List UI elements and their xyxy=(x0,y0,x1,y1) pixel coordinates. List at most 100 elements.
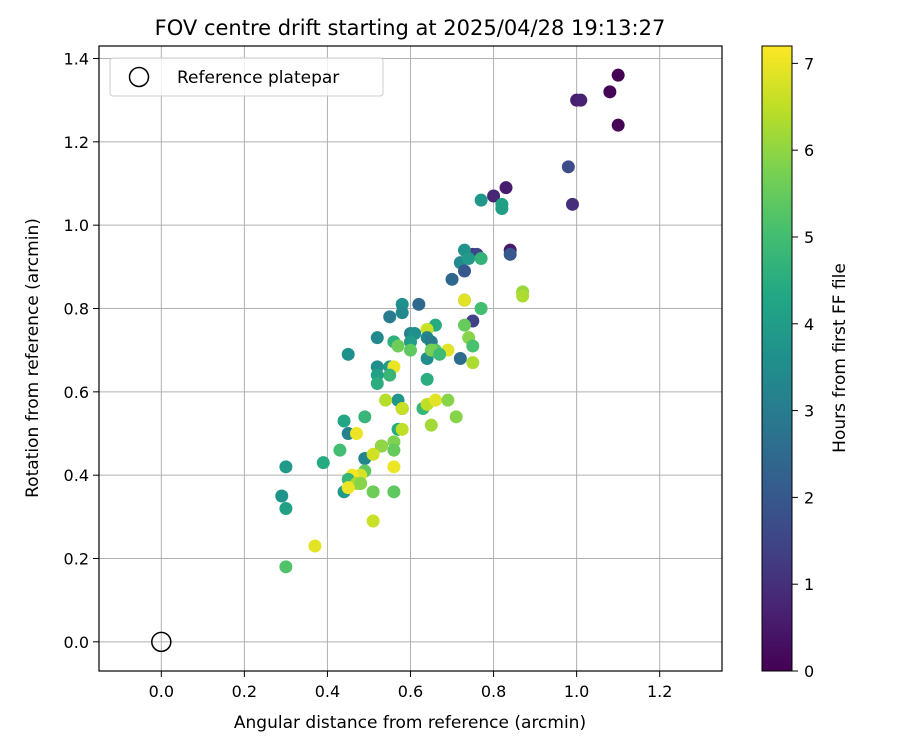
data-point xyxy=(611,68,625,82)
data-point xyxy=(379,393,393,407)
x-tick-label: 0.0 xyxy=(149,682,174,701)
x-tick-label: 1.0 xyxy=(564,682,589,701)
data-point xyxy=(499,181,513,195)
x-tick-label: 1.2 xyxy=(647,682,672,701)
data-point xyxy=(308,539,322,553)
data-point xyxy=(503,247,517,261)
y-tick-label: 0.0 xyxy=(64,633,89,652)
x-tick-label: 0.2 xyxy=(232,682,257,701)
data-point xyxy=(337,414,351,428)
reference-marker xyxy=(151,631,172,653)
reference-open-circle-icon xyxy=(151,631,172,653)
data-point xyxy=(574,93,588,107)
chart-title: FOV centre drift starting at 2025/04/28 … xyxy=(155,16,666,40)
colorbar-tick-label: 0 xyxy=(804,662,814,681)
data-point xyxy=(370,377,384,390)
data-point xyxy=(603,85,617,99)
data-point xyxy=(466,339,480,353)
data-point xyxy=(354,477,368,490)
x-tick-label: 0.6 xyxy=(398,682,423,701)
data-point xyxy=(374,439,388,453)
x-tick-label: 0.4 xyxy=(315,682,340,701)
x-axis-label: Angular distance from reference (arcmin) xyxy=(234,713,586,733)
y-tick-label: 1.2 xyxy=(64,133,89,152)
data-point xyxy=(474,193,488,207)
data-point xyxy=(420,372,434,386)
x-tick-label: 0.8 xyxy=(481,682,506,701)
data-point xyxy=(445,272,459,286)
colorbar-tick-label: 6 xyxy=(804,141,814,160)
data-point xyxy=(433,347,447,361)
data-point xyxy=(466,356,480,370)
colorbar-tick-label: 2 xyxy=(804,488,814,507)
data-point xyxy=(428,393,442,407)
data-point xyxy=(457,318,471,332)
data-point xyxy=(441,393,455,407)
data-point xyxy=(358,410,372,424)
data-point xyxy=(383,368,397,382)
y-axis-ticks: 0.0 0.2 0.4 0.6 0.8 1.0 1.2 1.4 xyxy=(64,50,99,652)
y-tick-label: 1.0 xyxy=(64,216,89,235)
x-axis-ticks: 0.0 0.2 0.4 0.6 0.8 1.0 1.2 xyxy=(149,671,672,701)
y-tick-label: 0.4 xyxy=(64,466,89,485)
colorbar-tick-label: 5 xyxy=(804,228,814,247)
legend-open-circle-icon xyxy=(128,66,150,88)
y-tick-label: 0.6 xyxy=(64,383,89,402)
data-point xyxy=(366,514,380,528)
data-point xyxy=(333,443,347,457)
data-point xyxy=(341,347,355,361)
colorbar-gradient xyxy=(761,45,793,672)
data-point xyxy=(561,160,575,174)
data-point xyxy=(449,410,463,424)
data-point xyxy=(611,118,625,132)
data-point xyxy=(565,197,579,211)
data-point xyxy=(316,456,330,470)
data-point xyxy=(395,422,409,436)
data-point xyxy=(457,264,471,278)
data-point xyxy=(474,302,488,315)
data-point xyxy=(341,481,355,495)
colorbar-tick-label: 3 xyxy=(804,402,814,421)
data-point xyxy=(424,418,438,432)
y-tick-label: 0.8 xyxy=(64,300,89,319)
data-point xyxy=(457,293,471,307)
y-tick-label: 1.4 xyxy=(64,50,89,69)
legend-label: Reference platepar xyxy=(177,68,339,88)
legend: Reference platepar xyxy=(109,57,384,97)
data-point xyxy=(366,485,380,499)
data-point xyxy=(462,252,476,265)
data-point xyxy=(495,197,509,211)
data-point xyxy=(279,502,293,515)
data-point xyxy=(275,489,289,503)
data-point xyxy=(370,331,384,345)
data-point xyxy=(383,310,397,324)
data-point xyxy=(516,289,530,303)
data-point xyxy=(387,443,401,457)
data-point xyxy=(366,447,380,461)
data-point xyxy=(453,352,467,365)
data-point xyxy=(412,297,426,311)
data-points xyxy=(275,68,625,574)
data-point xyxy=(474,252,488,265)
data-point xyxy=(395,306,409,320)
data-point xyxy=(387,460,401,474)
colorbar-tick-label: 4 xyxy=(804,315,814,334)
y-axis-label: Rotation from reference (arcmin) xyxy=(23,218,43,498)
colorbar-label: Hours from first FF file xyxy=(830,263,850,453)
data-point xyxy=(391,339,405,353)
grid xyxy=(99,46,722,671)
data-point xyxy=(279,560,293,574)
data-point xyxy=(350,427,364,440)
colorbar-tick-label: 1 xyxy=(804,575,814,594)
data-point xyxy=(387,485,401,499)
data-point xyxy=(395,402,409,415)
data-point xyxy=(487,189,501,203)
legend-box xyxy=(109,57,384,97)
colorbar-tick-label: 7 xyxy=(804,54,814,73)
colorbar-ticks: 0 1 2 3 4 5 6 7 xyxy=(792,54,814,681)
colorbar: 0 1 2 3 4 5 6 7 Hours from first FF file xyxy=(761,45,850,681)
data-point xyxy=(404,343,417,357)
y-tick-label: 0.2 xyxy=(64,550,89,569)
